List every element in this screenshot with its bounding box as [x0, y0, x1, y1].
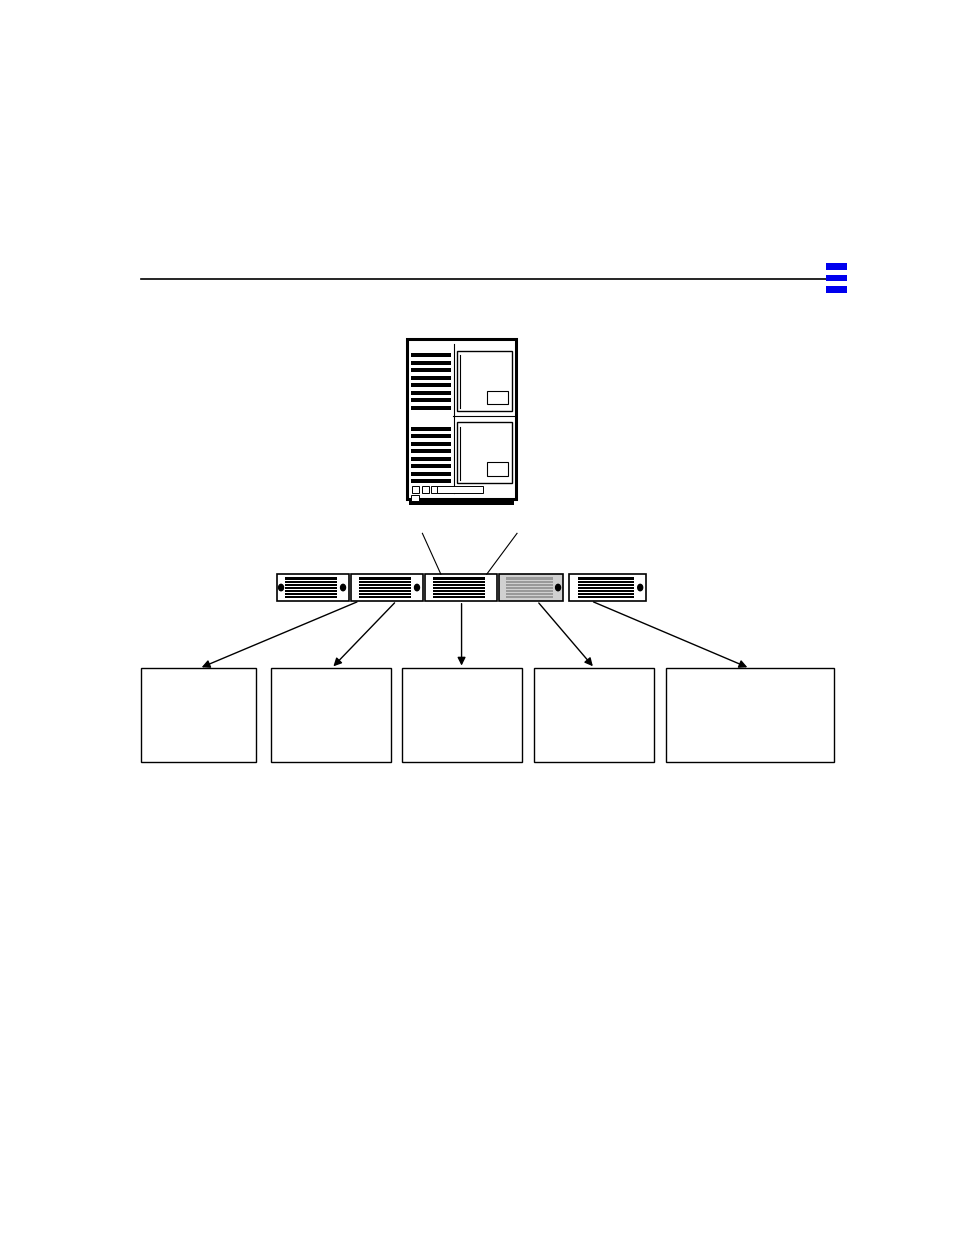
Bar	[411, 398, 450, 403]
Bar	[411, 464, 450, 468]
Bar	[456, 351, 512, 411]
Bar	[285, 584, 337, 585]
Bar	[406, 340, 516, 499]
Bar	[534, 668, 653, 762]
Bar	[411, 457, 450, 461]
Bar	[411, 472, 450, 475]
Bar	[276, 574, 349, 601]
Bar	[411, 405, 450, 410]
Circle shape	[637, 584, 642, 590]
Bar	[359, 597, 411, 599]
Bar	[506, 593, 553, 595]
Bar	[411, 442, 450, 446]
Bar	[498, 574, 562, 601]
Bar	[285, 578, 337, 579]
Bar	[433, 584, 485, 585]
Bar	[506, 590, 553, 593]
Bar	[456, 422, 512, 483]
Bar	[351, 574, 422, 601]
Bar	[506, 580, 553, 583]
Bar	[433, 587, 485, 589]
Bar	[411, 390, 450, 395]
Bar	[578, 590, 634, 593]
Bar	[578, 587, 634, 589]
Bar	[285, 587, 337, 589]
Bar	[433, 580, 485, 583]
Bar	[433, 578, 485, 579]
Bar	[359, 590, 411, 593]
Bar	[424, 574, 497, 601]
Circle shape	[340, 584, 345, 590]
Circle shape	[414, 584, 419, 590]
Bar	[433, 597, 485, 599]
Bar	[411, 433, 450, 438]
Bar	[825, 274, 846, 282]
Bar	[409, 499, 514, 505]
Bar	[421, 485, 428, 493]
Bar	[411, 368, 450, 372]
Bar	[285, 580, 337, 583]
Bar	[411, 361, 450, 364]
Bar	[665, 668, 833, 762]
Bar	[402, 668, 521, 762]
Bar	[359, 587, 411, 589]
Bar	[825, 287, 846, 293]
Bar	[411, 383, 450, 387]
Bar	[437, 485, 483, 493]
Bar	[359, 580, 411, 583]
Bar	[578, 584, 634, 585]
Bar	[285, 593, 337, 595]
Bar	[825, 263, 846, 270]
Bar	[487, 462, 508, 475]
Bar	[578, 580, 634, 583]
Bar	[506, 587, 553, 589]
Bar	[433, 593, 485, 595]
Bar	[506, 597, 553, 599]
Bar	[578, 597, 634, 599]
Bar	[506, 578, 553, 579]
Bar	[285, 590, 337, 593]
Bar	[359, 584, 411, 585]
Bar	[568, 574, 646, 601]
Bar	[359, 593, 411, 595]
Bar	[506, 584, 553, 585]
Bar	[411, 426, 450, 431]
Bar	[271, 668, 390, 762]
Bar	[578, 578, 634, 579]
Bar	[141, 668, 255, 762]
Circle shape	[555, 584, 560, 590]
Bar	[578, 593, 634, 595]
Bar	[411, 353, 450, 357]
Bar	[411, 495, 418, 501]
Bar	[411, 375, 450, 379]
Bar	[431, 485, 437, 493]
Bar	[411, 479, 450, 483]
Bar	[412, 485, 419, 493]
Bar	[433, 590, 485, 593]
Bar	[285, 597, 337, 599]
Bar	[487, 390, 508, 404]
Bar	[411, 450, 450, 453]
Circle shape	[278, 584, 283, 590]
Bar	[359, 578, 411, 579]
